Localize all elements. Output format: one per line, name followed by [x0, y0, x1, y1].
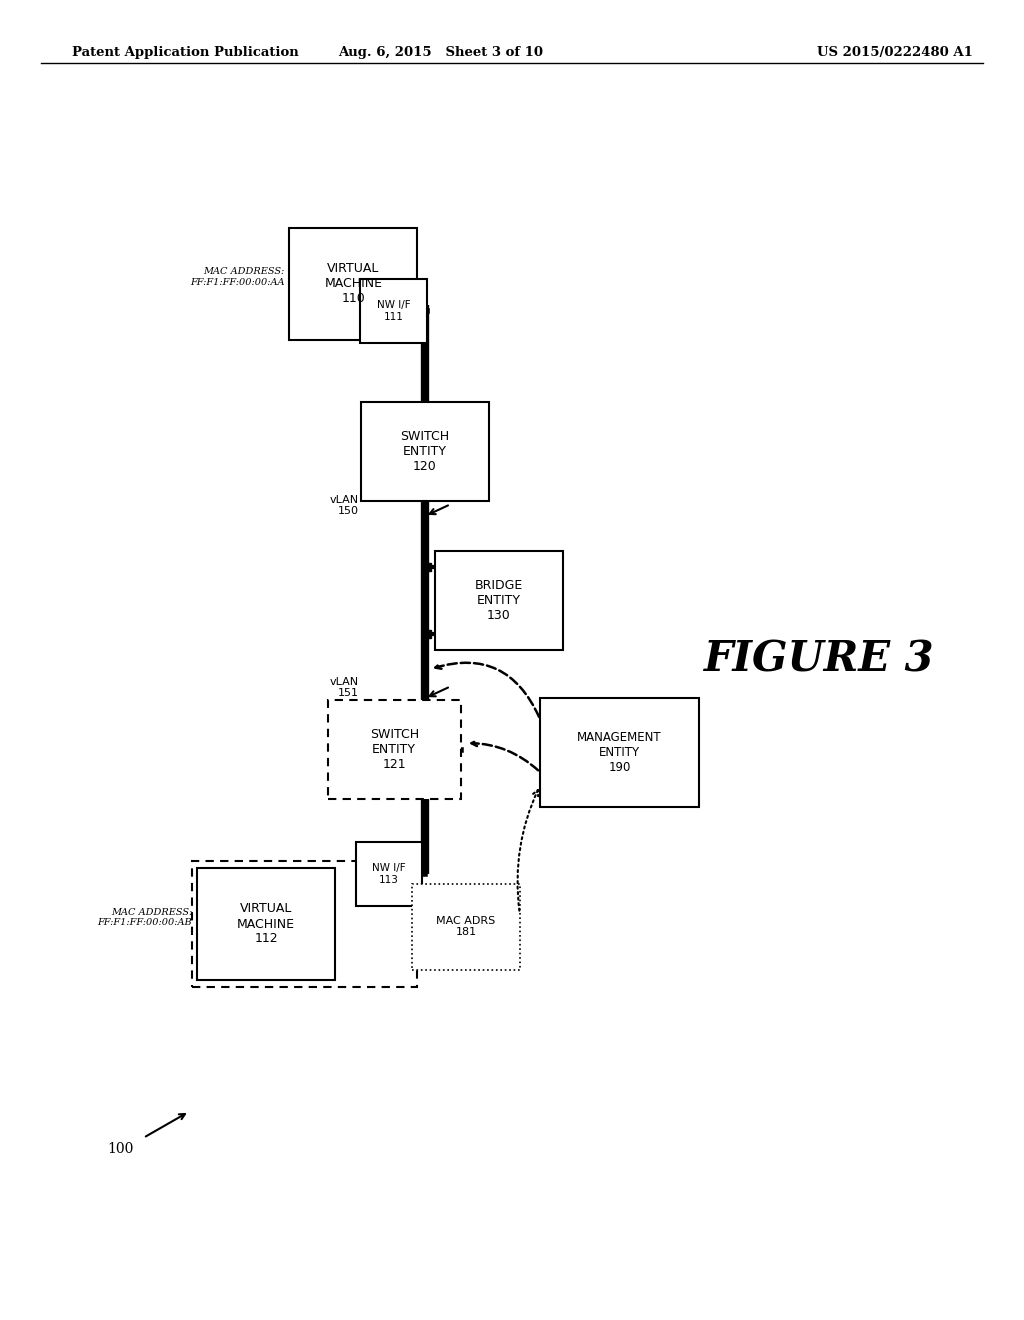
- Text: vLAN
151: vLAN 151: [330, 677, 358, 698]
- Text: FIGURE 3: FIGURE 3: [703, 639, 935, 681]
- FancyBboxPatch shape: [193, 861, 418, 987]
- Text: BRIDGE
ENTITY
130: BRIDGE ENTITY 130: [474, 579, 523, 622]
- Text: SWITCH
ENTITY
120: SWITCH ENTITY 120: [400, 430, 450, 473]
- FancyBboxPatch shape: [541, 698, 698, 807]
- FancyBboxPatch shape: [360, 279, 427, 342]
- Text: SWITCH
ENTITY
121: SWITCH ENTITY 121: [370, 729, 419, 771]
- Text: 100: 100: [108, 1142, 134, 1156]
- FancyBboxPatch shape: [289, 227, 418, 339]
- Text: NW I/F
113: NW I/F 113: [373, 863, 406, 884]
- Text: MAC ADDRESS:
FF:F1:FF:00:00:AA: MAC ADDRESS: FF:F1:FF:00:00:AA: [189, 268, 284, 286]
- FancyBboxPatch shape: [434, 552, 563, 649]
- Text: vLAN
150: vLAN 150: [330, 495, 358, 516]
- Text: US 2015/0222480 A1: US 2015/0222480 A1: [817, 46, 973, 59]
- Text: VIRTUAL
MACHINE
110: VIRTUAL MACHINE 110: [325, 263, 382, 305]
- Text: Patent Application Publication: Patent Application Publication: [72, 46, 298, 59]
- Text: MAC ADDRESS:
FF:F1:FF:00:00:AB: MAC ADDRESS: FF:F1:FF:00:00:AB: [97, 908, 193, 927]
- FancyBboxPatch shape: [328, 700, 461, 799]
- Bar: [422, 562, 431, 570]
- FancyBboxPatch shape: [356, 842, 423, 906]
- FancyBboxPatch shape: [360, 401, 489, 500]
- FancyBboxPatch shape: [412, 884, 520, 969]
- FancyBboxPatch shape: [197, 869, 336, 979]
- Text: MANAGEMENT
ENTITY
190: MANAGEMENT ENTITY 190: [578, 731, 662, 774]
- Text: MAC ADRS
181: MAC ADRS 181: [436, 916, 496, 937]
- Text: NW I/F
111: NW I/F 111: [377, 300, 411, 322]
- Text: VIRTUAL
MACHINE
112: VIRTUAL MACHINE 112: [238, 903, 295, 945]
- Text: Aug. 6, 2015   Sheet 3 of 10: Aug. 6, 2015 Sheet 3 of 10: [338, 46, 543, 59]
- Bar: [422, 630, 431, 638]
